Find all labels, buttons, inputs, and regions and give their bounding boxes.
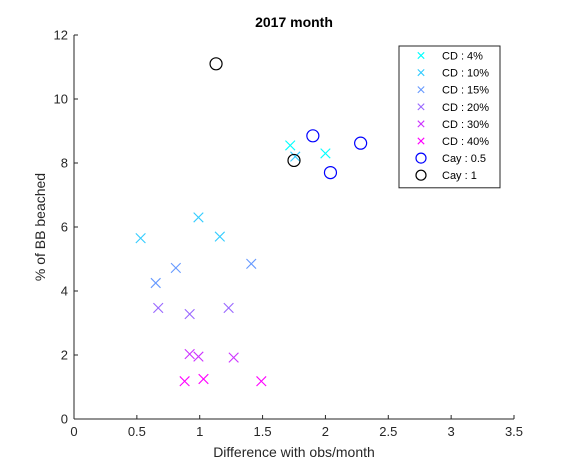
data-marks (135, 57, 368, 387)
axes: 0 0.5 1 1.5 2 2.5 3 3.5 0 2 4 6 8 10 12 (54, 28, 524, 440)
legend-label: CD : 15% (442, 85, 489, 97)
data-point (228, 352, 239, 363)
y-tick-label: 2 (61, 348, 68, 363)
series-8 (209, 57, 301, 168)
data-point (193, 212, 204, 223)
data-point (198, 373, 209, 385)
y-tick-label: 12 (54, 28, 68, 43)
marker-stroke (179, 376, 190, 387)
marker-stroke (198, 373, 209, 385)
data-point (135, 233, 146, 244)
data-point (150, 277, 161, 289)
y-tick-label: 0 (61, 412, 68, 427)
legend-label: CD : 4% (442, 51, 483, 63)
series-5 (184, 348, 239, 363)
marker-stroke (135, 233, 146, 244)
data-point (209, 57, 223, 71)
data-point (193, 351, 204, 362)
legend-marker (417, 103, 425, 111)
legend: CD : 4% CD : 10% CD : 15% CD : 20% CD : 30% C… (398, 45, 501, 189)
marker-stroke (417, 86, 425, 94)
marker-stroke (417, 69, 425, 77)
data-point (354, 136, 368, 150)
marker-stroke (228, 352, 239, 363)
x-axis-label: Difference with obs/month (213, 444, 375, 460)
x-tick-label: 3 (448, 424, 455, 439)
data-point (223, 302, 234, 314)
data-point (184, 348, 195, 360)
series-2 (135, 151, 301, 244)
marker-stroke (290, 151, 301, 162)
data-point (170, 262, 182, 274)
x-tick-label: 0.5 (128, 424, 146, 439)
data-point (285, 140, 296, 151)
data-point (290, 151, 301, 162)
marker-stroke (150, 277, 161, 289)
data-point (287, 153, 301, 168)
data-point (306, 129, 320, 143)
marker-stroke (285, 140, 296, 151)
legend-marker (417, 51, 425, 60)
series-4 (153, 302, 234, 320)
x-tick-label: 1 (196, 424, 203, 439)
marker-stroke (170, 262, 182, 274)
data-point (184, 308, 195, 320)
x-tick-label: 1.5 (254, 424, 272, 439)
x-tick-label: 0 (70, 424, 77, 439)
data-point (246, 258, 257, 269)
legend-label: CD : 40% (442, 136, 489, 148)
x-tick-label: 3.5 (505, 424, 523, 439)
legend-label: CD : 20% (442, 102, 489, 114)
data-point (323, 166, 338, 180)
marker-stroke (193, 212, 204, 223)
marker-stroke (214, 231, 226, 242)
series-7 (306, 129, 368, 180)
legend-marker (415, 152, 427, 164)
series-1 (285, 140, 331, 159)
marker-stroke (256, 376, 267, 387)
legend-label: CD : 30% (442, 119, 489, 131)
marker-stroke (193, 351, 204, 362)
y-axis-label: % of BB beached (32, 173, 48, 281)
data-point (214, 231, 226, 242)
legend-label: Cay : 1 (442, 170, 477, 182)
marker-stroke (320, 148, 331, 159)
x-tick-label: 2 (322, 424, 329, 439)
marker-stroke (184, 348, 195, 360)
y-tick-label: 8 (61, 156, 68, 171)
x-tick-label: 2.5 (379, 424, 397, 439)
legend-box (398, 45, 501, 189)
series-6 (179, 373, 267, 387)
marker-stroke (417, 120, 425, 128)
legend-marker (415, 169, 427, 181)
marker-stroke (246, 258, 257, 269)
series-3 (150, 258, 257, 289)
data-point (320, 148, 331, 159)
data-point (179, 376, 190, 387)
marker-stroke (417, 103, 425, 111)
data-point (153, 302, 164, 314)
legend-marker (417, 86, 425, 94)
marker-stroke (417, 51, 425, 60)
legend-label: Cay : 0.5 (442, 153, 486, 165)
legend-label: CD : 10% (442, 68, 489, 80)
legend-marker (417, 137, 425, 145)
y-tick-label: 4 (61, 284, 68, 299)
marker-stroke (417, 137, 425, 145)
marker-stroke (184, 308, 195, 320)
legend-marker (417, 120, 425, 128)
marker-stroke (223, 302, 234, 314)
marker-stroke (153, 302, 164, 314)
y-tick-label: 6 (61, 220, 68, 235)
data-point (256, 376, 267, 387)
y-tick-label: 10 (54, 92, 68, 107)
legend-marker (417, 69, 425, 77)
chart-title: 2017 month (255, 14, 333, 30)
